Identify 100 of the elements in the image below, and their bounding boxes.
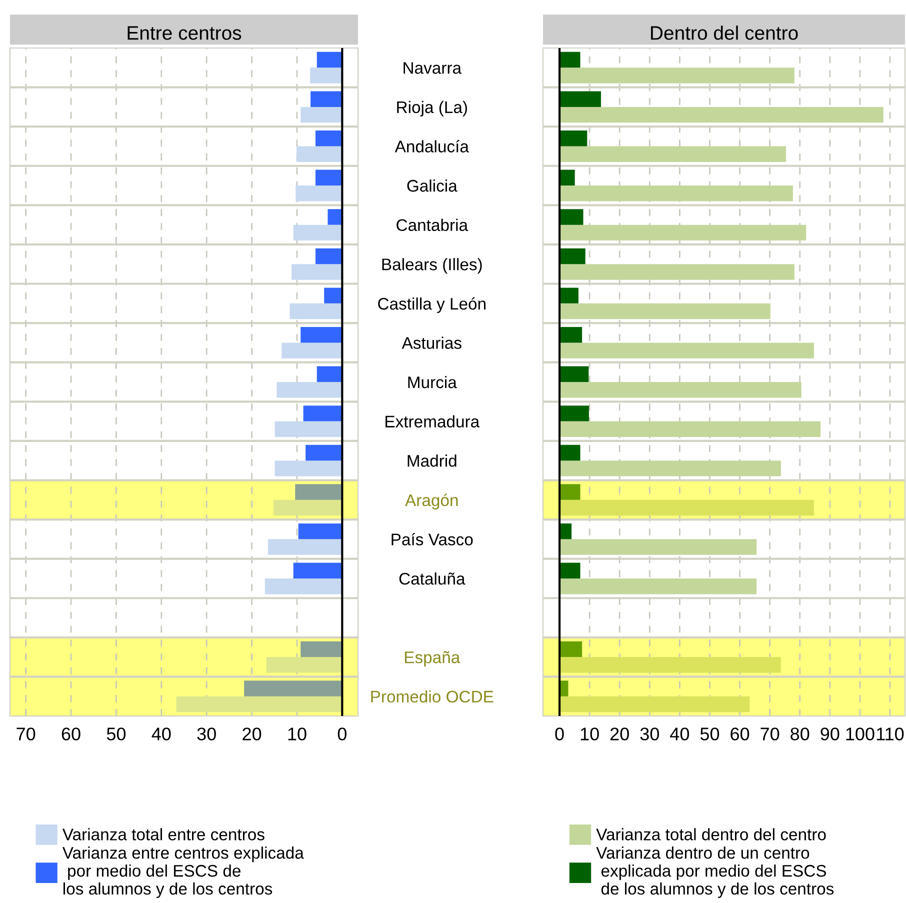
bar — [560, 52, 580, 68]
bar — [282, 342, 342, 358]
bar — [560, 382, 802, 398]
x-tick-label: 0 — [338, 728, 346, 740]
y-tick-label: Galicia — [407, 179, 458, 192]
bar — [560, 209, 584, 225]
bar — [560, 460, 781, 476]
y-tick-label: Madrid — [408, 454, 456, 467]
bar — [560, 641, 582, 658]
bar — [306, 444, 342, 461]
bar — [328, 209, 342, 225]
bar — [276, 382, 342, 398]
y-tick-label: Asturias — [402, 336, 462, 349]
y-tick-label: Andalucía — [394, 140, 469, 152]
y-tick-label: España — [404, 651, 460, 667]
x-tick-label: 60 — [730, 728, 750, 740]
x-tick-label: 100 — [846, 728, 874, 740]
bar — [316, 130, 342, 146]
x-tick-label: 60 — [62, 728, 80, 740]
x-tick-label: 20 — [242, 728, 262, 740]
bar — [560, 91, 601, 107]
x-tick-label: 110 — [876, 728, 904, 740]
y-tick-label: País Vasco — [392, 532, 473, 546]
legend-label: Varianza total entre centros — [62, 828, 264, 840]
legend-label: Varianza dentro de un centro explicada por medio del ESCS de los alumnos y de los centros — [596, 846, 834, 898]
y-tick-label: Cataluña — [399, 572, 466, 585]
y-tick-label: Castilla y León — [378, 297, 486, 314]
x-tick-label: 30 — [197, 728, 216, 740]
bar — [274, 460, 342, 476]
x-tick-label: 0 — [555, 728, 564, 740]
bar — [560, 657, 781, 673]
x-tick-label: 20 — [610, 728, 629, 740]
y-tick-label: Balears (Illes) — [382, 258, 482, 274]
bar — [290, 303, 342, 320]
x-tick-label: 70 — [16, 728, 36, 740]
bar — [303, 406, 342, 422]
bar — [324, 288, 342, 304]
bar — [298, 523, 342, 540]
y-tick-label: Navarra — [404, 62, 462, 74]
bar — [560, 146, 786, 162]
bar — [292, 264, 342, 280]
y-tick-label: Murcia — [408, 376, 457, 388]
bar — [560, 248, 586, 264]
chart-title: Dentro del centro — [651, 26, 798, 40]
bar — [316, 248, 342, 264]
bar — [560, 303, 770, 320]
bar — [560, 130, 588, 146]
bar — [176, 696, 342, 712]
bar — [300, 641, 342, 658]
bar — [293, 224, 342, 241]
bar — [560, 264, 794, 280]
y-tick-label: Cantabria — [396, 218, 468, 232]
bar — [560, 500, 814, 516]
x-tick-label: 90 — [820, 728, 840, 740]
bar — [560, 224, 806, 241]
x-tick-label: 50 — [700, 728, 720, 740]
bar — [560, 444, 580, 461]
bar — [560, 523, 572, 540]
bar — [274, 421, 342, 438]
bar — [295, 484, 342, 500]
bar — [560, 186, 793, 202]
bar — [560, 170, 575, 186]
y-tick-label: Extremadura — [386, 415, 480, 428]
bar — [316, 366, 342, 382]
bar — [560, 484, 580, 500]
y-tick-label: Rioja (La) — [397, 100, 467, 116]
bar — [244, 680, 342, 696]
y-tick-label: Aragón — [405, 494, 458, 510]
chart-title: Entre centros — [128, 26, 242, 40]
bar — [266, 657, 342, 673]
bar — [316, 52, 342, 68]
bar — [273, 500, 342, 516]
bar — [560, 342, 814, 358]
bar — [293, 562, 342, 578]
bar — [296, 146, 342, 162]
bar — [560, 68, 794, 84]
x-tick-label: 40 — [670, 728, 690, 740]
bar — [560, 539, 757, 555]
bar — [560, 106, 884, 123]
bar — [296, 186, 342, 202]
bar — [268, 539, 342, 555]
bar — [560, 562, 580, 578]
bar — [264, 578, 342, 594]
x-tick-label: 40 — [152, 728, 171, 740]
bar — [310, 91, 342, 107]
bar — [300, 106, 342, 123]
bar — [560, 406, 589, 422]
bar — [560, 288, 578, 304]
bar — [560, 696, 750, 712]
legend-label: Varianza total dentro del centro — [596, 828, 826, 840]
bar — [560, 366, 589, 382]
x-tick-label: 80 — [790, 728, 810, 740]
bar — [560, 326, 582, 343]
legend-label: Varianza entre centros explicada por medio del ESCS de los alumnos y de los centros — [62, 846, 304, 898]
bar — [560, 421, 821, 438]
bar — [310, 68, 342, 84]
bar — [560, 578, 757, 594]
x-tick-label: 50 — [106, 728, 126, 740]
y-tick-label: Promedio OCDE — [371, 690, 494, 703]
bar — [316, 170, 342, 186]
